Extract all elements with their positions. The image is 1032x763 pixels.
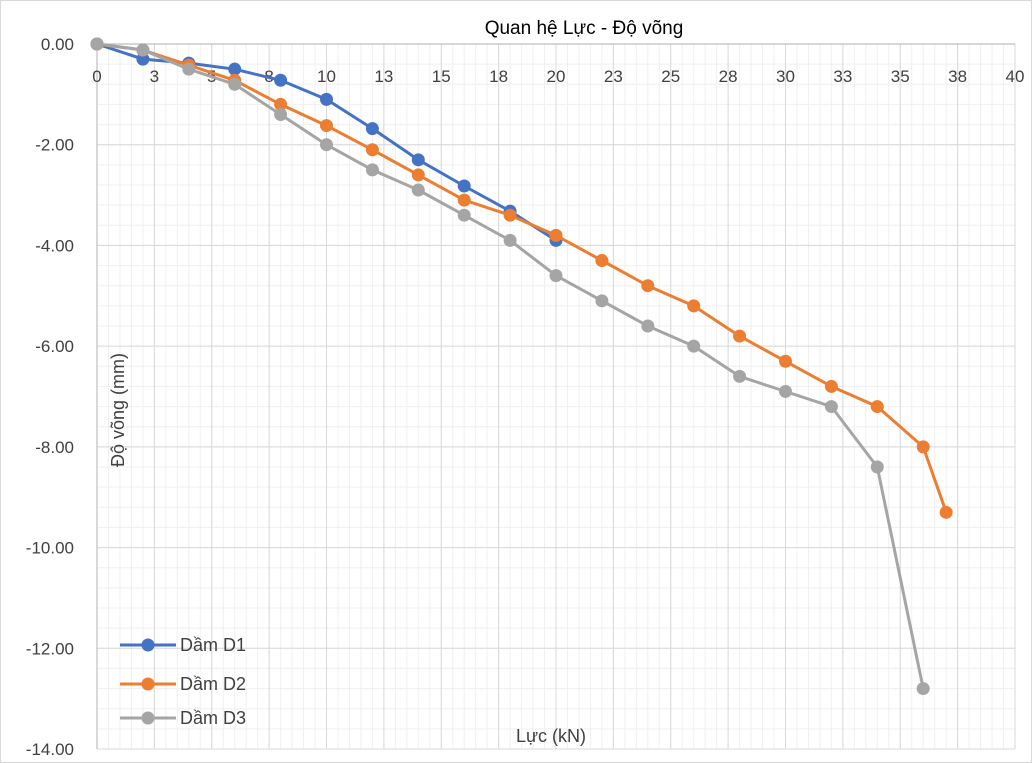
y-tick-label: -14.00	[26, 740, 74, 759]
data-point	[136, 43, 150, 57]
data-point	[687, 299, 701, 313]
x-tick-label: 15	[432, 67, 451, 86]
x-tick-label: 18	[489, 67, 508, 86]
series-3	[90, 37, 930, 696]
legend-label-d3: Dầm D3	[180, 708, 246, 728]
data-point	[274, 73, 288, 87]
data-point	[411, 183, 425, 197]
legend: Dầm D1 Dầm D2 Dầm D3	[120, 635, 246, 728]
data-point	[320, 92, 333, 106]
axis-layer	[96, 43, 1015, 749]
data-point	[779, 384, 792, 398]
y-tick-labels: 0.00 -2.00 -4.00 -6.00 -8.00 -10.00 -12.00 -14.…	[26, 35, 74, 759]
x-axis-title: Lực (kN)	[516, 726, 586, 746]
data-point	[595, 254, 609, 268]
legend-marker-d3	[141, 711, 155, 725]
y-tick-label: 0.00	[41, 35, 74, 54]
x-tick-label: 23	[604, 67, 623, 86]
data-point	[733, 369, 747, 383]
data-point	[320, 119, 333, 133]
data-point	[870, 400, 884, 414]
data-point	[595, 294, 609, 308]
data-point	[824, 400, 838, 414]
data-point	[90, 37, 104, 51]
data-point	[503, 233, 517, 247]
data-point	[457, 193, 471, 207]
y-tick-label: -8.00	[35, 438, 74, 457]
data-point	[870, 460, 884, 474]
data-point	[274, 97, 288, 111]
legend-marker-d1	[141, 638, 155, 652]
data-point	[365, 122, 379, 136]
x-tick-label: 13	[374, 67, 393, 86]
series-line	[96, 42, 948, 513]
x-tick-label: 35	[891, 67, 910, 86]
x-tick-label: 25	[661, 67, 680, 86]
data-point	[182, 62, 196, 76]
x-tick-label: 0	[92, 67, 101, 86]
legend-item-d1: Dầm D1	[120, 635, 246, 655]
x-tick-label: 40	[1006, 67, 1025, 86]
data-point	[228, 62, 242, 76]
data-point	[779, 354, 792, 368]
data-point	[228, 77, 242, 91]
data-point	[365, 163, 379, 177]
x-tick-label: 30	[776, 67, 795, 86]
x-tick-label: 20	[547, 67, 566, 86]
data-point	[939, 505, 953, 519]
x-tick-label: 3	[150, 67, 159, 86]
series-layer	[90, 37, 953, 696]
legend-label-d1: Dầm D1	[180, 635, 246, 655]
data-point	[916, 440, 930, 454]
x-tick-label: 33	[833, 67, 852, 86]
legend-item-d2: Dầm D2	[120, 674, 246, 694]
data-point	[136, 52, 150, 66]
y-axis-title: Độ võng (mm)	[108, 353, 128, 467]
y-tick-label: -10.00	[26, 539, 74, 558]
y-tick-label: -12.00	[26, 639, 74, 658]
y-tick-label: -4.00	[35, 236, 74, 255]
legend-item-d3: Dầm D3	[120, 708, 246, 728]
data-point	[916, 682, 930, 696]
data-point	[411, 153, 425, 167]
legend-marker-d2	[141, 677, 155, 691]
y-tick-label: -2.00	[35, 136, 74, 155]
data-point	[411, 168, 425, 182]
y-tick-label: -6.00	[35, 337, 74, 356]
chart-title: Quan hệ Lực - Độ võng	[485, 18, 684, 39]
data-point	[733, 329, 747, 343]
x-tick-label: 28	[719, 67, 738, 86]
data-point	[549, 269, 563, 283]
series-2	[90, 37, 953, 519]
data-point	[503, 208, 517, 222]
data-point	[274, 108, 288, 121]
data-point	[641, 319, 655, 333]
data-point	[320, 138, 333, 152]
data-point	[457, 208, 471, 222]
data-point	[641, 279, 655, 293]
legend-label-d2: Dầm D2	[180, 674, 246, 694]
data-point	[549, 228, 563, 242]
x-tick-label: 38	[948, 67, 967, 86]
data-point	[457, 179, 471, 193]
data-point	[365, 143, 379, 157]
data-point	[824, 379, 838, 393]
x-tick-label: 10	[317, 67, 336, 86]
data-point	[687, 339, 701, 353]
